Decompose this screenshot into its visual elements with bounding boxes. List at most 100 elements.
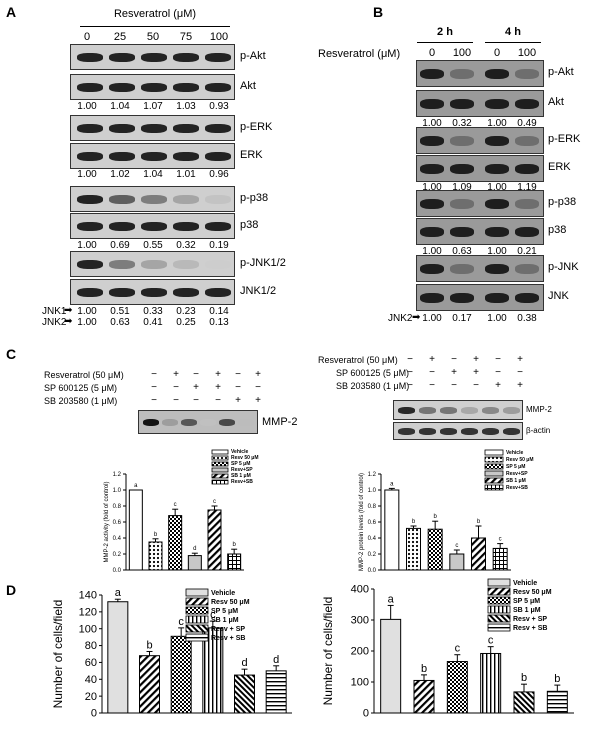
blot-band bbox=[503, 428, 520, 435]
legend-swatch bbox=[487, 578, 511, 587]
blot-band bbox=[450, 136, 474, 146]
panel-c-left-band-label: MMP-2 bbox=[262, 416, 298, 428]
significance-letter: c bbox=[488, 635, 494, 647]
legend-label: SP 5 μM bbox=[211, 608, 238, 615]
quant-value: 0.33 bbox=[143, 306, 163, 317]
significance-letter: d bbox=[241, 657, 247, 669]
y-tick-label: 400 bbox=[351, 584, 369, 596]
panel-b-label: B bbox=[373, 4, 384, 20]
y-tick-label: 0 bbox=[363, 708, 369, 720]
quant-value: 1.09 bbox=[452, 182, 472, 193]
legend-swatch bbox=[211, 461, 229, 467]
legend-swatch bbox=[487, 587, 511, 596]
blot-band bbox=[450, 227, 474, 237]
quant-value: 1.02 bbox=[110, 169, 130, 180]
blot-band bbox=[440, 407, 457, 414]
legend-swatch bbox=[484, 477, 504, 484]
legend-swatch bbox=[484, 449, 504, 456]
legend-swatch bbox=[487, 596, 511, 605]
quant-value: 1.19 bbox=[517, 182, 537, 193]
significance-letter: c bbox=[178, 616, 184, 628]
band-label: p-JNK1/2 bbox=[240, 257, 286, 269]
legend-label: SB 1 μM bbox=[231, 473, 251, 479]
panel-b-blots: p-Akt Akt p-ERK ERK p-p38 p38 p-JNK JNK 1.00 0.32… bbox=[0, 0, 600, 340]
y-tick-label: 0.0 bbox=[113, 568, 122, 574]
significance-letter: c bbox=[174, 502, 177, 508]
y-axis-label: MMP-2 protein levels (fold of control) bbox=[359, 473, 365, 571]
legend-label: Vehicle bbox=[211, 590, 235, 597]
treatment-sign: − bbox=[517, 367, 523, 378]
treatment-sign: − bbox=[235, 382, 241, 393]
dose-label: 75 bbox=[179, 31, 193, 43]
blot-band bbox=[503, 407, 520, 414]
quant-value: 1.00 bbox=[77, 169, 97, 180]
blot-band bbox=[515, 227, 539, 237]
band-label: p-p38 bbox=[548, 196, 577, 208]
legend-swatch bbox=[185, 597, 209, 606]
treatment-sign: − bbox=[495, 367, 501, 378]
panel-c-left-treatments: Resveratrol (50 μM) − + − + − + SP 600125 (5 μM… bbox=[0, 0, 300, 420]
legend-label: Resv + SB bbox=[513, 625, 547, 632]
blot-strip bbox=[70, 115, 235, 141]
y-tick-label: 100 bbox=[351, 677, 369, 689]
legend-label: SB 1 μM bbox=[211, 617, 239, 624]
y-tick-label: 100 bbox=[79, 623, 97, 635]
quant-value: 1.04 bbox=[110, 101, 130, 112]
treatment-sign: − bbox=[215, 395, 221, 406]
blot-band bbox=[450, 164, 474, 174]
significance-letter: d bbox=[273, 654, 279, 666]
bar bbox=[384, 489, 400, 571]
treatment-sign: − bbox=[473, 380, 479, 391]
y-tick-label: 0.4 bbox=[368, 536, 377, 542]
quant-value: 1.00 bbox=[77, 240, 97, 251]
panel-d-left-chart: 0 20 40 60 80 100 120 140 Number of cells/field a… bbox=[51, 587, 292, 720]
blot-band bbox=[420, 264, 444, 274]
blot-band bbox=[141, 83, 167, 92]
quant-value: 0.93 bbox=[209, 101, 229, 112]
blot-band bbox=[77, 124, 103, 133]
treatment-sign: + bbox=[517, 354, 523, 365]
panel-a-label: A bbox=[6, 4, 17, 20]
blot-band bbox=[77, 288, 103, 297]
legend-swatch bbox=[211, 467, 229, 473]
blot-strip bbox=[416, 155, 544, 182]
panel-d-right-chart: 0 100 200 300 400 Number of cells/field a b c c b b… bbox=[321, 578, 574, 720]
panel-c-right-treatments: Resveratrol (50 μM) − + − + − + SP 600125 (5 μM… bbox=[318, 354, 523, 391]
blot-band bbox=[450, 69, 474, 79]
bar bbox=[406, 527, 421, 571]
dose-label: 25 bbox=[113, 31, 127, 43]
blot-band bbox=[205, 288, 231, 297]
blot-band bbox=[77, 222, 103, 231]
treatment-sign: + bbox=[255, 395, 261, 406]
blot-band bbox=[109, 288, 135, 297]
legend-swatch bbox=[484, 456, 504, 463]
band-label: Akt bbox=[240, 80, 256, 92]
bar bbox=[480, 652, 502, 714]
quant-value: 0.51 bbox=[110, 306, 130, 317]
y-tick-label: 0.2 bbox=[368, 552, 377, 558]
band-label: JNK bbox=[548, 290, 569, 302]
legend-swatch bbox=[487, 605, 511, 614]
blot-band bbox=[515, 199, 539, 209]
blot-band bbox=[398, 407, 415, 414]
panel-b-dose-row: 0 100 0 100 bbox=[418, 47, 546, 61]
treatment-sign: − bbox=[407, 367, 413, 378]
panel-a-header-line bbox=[80, 26, 230, 27]
legend-swatch bbox=[484, 484, 504, 491]
treatment-label: SB 203580 (1 μM) bbox=[336, 381, 410, 391]
significance-letter: b bbox=[433, 514, 437, 520]
quant-value: 1.00 bbox=[487, 246, 507, 257]
dose-label: 100 bbox=[209, 31, 229, 43]
blot-strip bbox=[416, 60, 544, 87]
treatment-sign: − bbox=[495, 354, 501, 365]
treatment-sign: + bbox=[429, 354, 435, 365]
blot-strip bbox=[70, 186, 235, 212]
bar bbox=[380, 618, 402, 714]
treatment-sign: + bbox=[235, 395, 241, 406]
y-tick-label: 80 bbox=[85, 640, 97, 652]
treatment-sign: − bbox=[255, 382, 261, 393]
treatment-sign: − bbox=[451, 380, 457, 391]
legend-swatch bbox=[211, 449, 229, 455]
legend-swatch bbox=[487, 614, 511, 623]
significance-letter: a bbox=[134, 483, 138, 489]
